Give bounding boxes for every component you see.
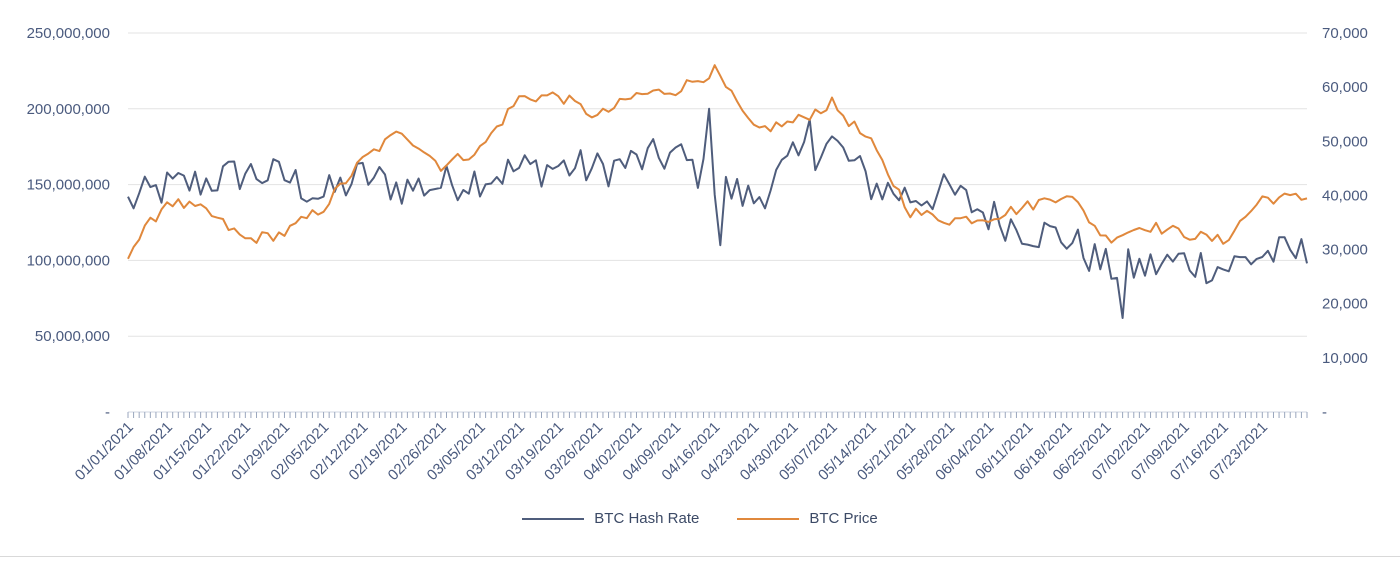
grid-lines [128,32,1307,337]
y-right-tick-label: - [1322,404,1327,421]
y-right-tick-label: 60,000 [1322,79,1368,96]
y-left-tick-label: 250,000,000 [27,25,110,42]
y-left-tick-label: 100,000,000 [27,252,110,269]
y-right-tick-label: 50,000 [1322,133,1368,150]
hash-rate-line [127,107,1308,319]
y-left-tick-label: - [105,404,110,421]
bottom-divider [0,556,1400,557]
legend-item-price[interactable]: BTC Price [737,510,878,527]
series-lines [127,64,1308,319]
left-axis: - 50,000,000 100,000,000 150,000,000 200,000… [27,25,110,421]
y-left-tick-label: 150,000,000 [27,177,110,194]
y-right-tick-label: 10,000 [1322,350,1368,367]
right-axis: - 10,000 20,000 30,000 40,000 50,000 60,000 70,… [1322,25,1368,421]
y-left-tick-label: 200,000,000 [27,101,110,118]
price-line [127,64,1308,260]
legend: BTC Hash Rate BTC Price [0,510,1400,527]
y-left-tick-label: 50,000,000 [35,328,110,345]
y-right-tick-label: 40,000 [1322,187,1368,204]
y-right-tick-label: 20,000 [1322,296,1368,313]
line-chart: - 50,000,000 100,000,000 150,000,000 200,000… [27,25,1368,484]
x-axis: 01/01/202101/08/202101/15/202101/22/2021… [72,411,1308,484]
legend-label-hash-rate: BTC Hash Rate [594,510,700,527]
y-right-tick-label: 30,000 [1322,242,1368,259]
legend-item-hash-rate[interactable]: BTC Hash Rate [522,510,699,527]
legend-label-price: BTC Price [809,510,878,527]
y-right-tick-label: 70,000 [1322,25,1368,42]
legend-swatch-price [737,517,800,520]
legend-swatch-hash-rate [522,517,585,520]
